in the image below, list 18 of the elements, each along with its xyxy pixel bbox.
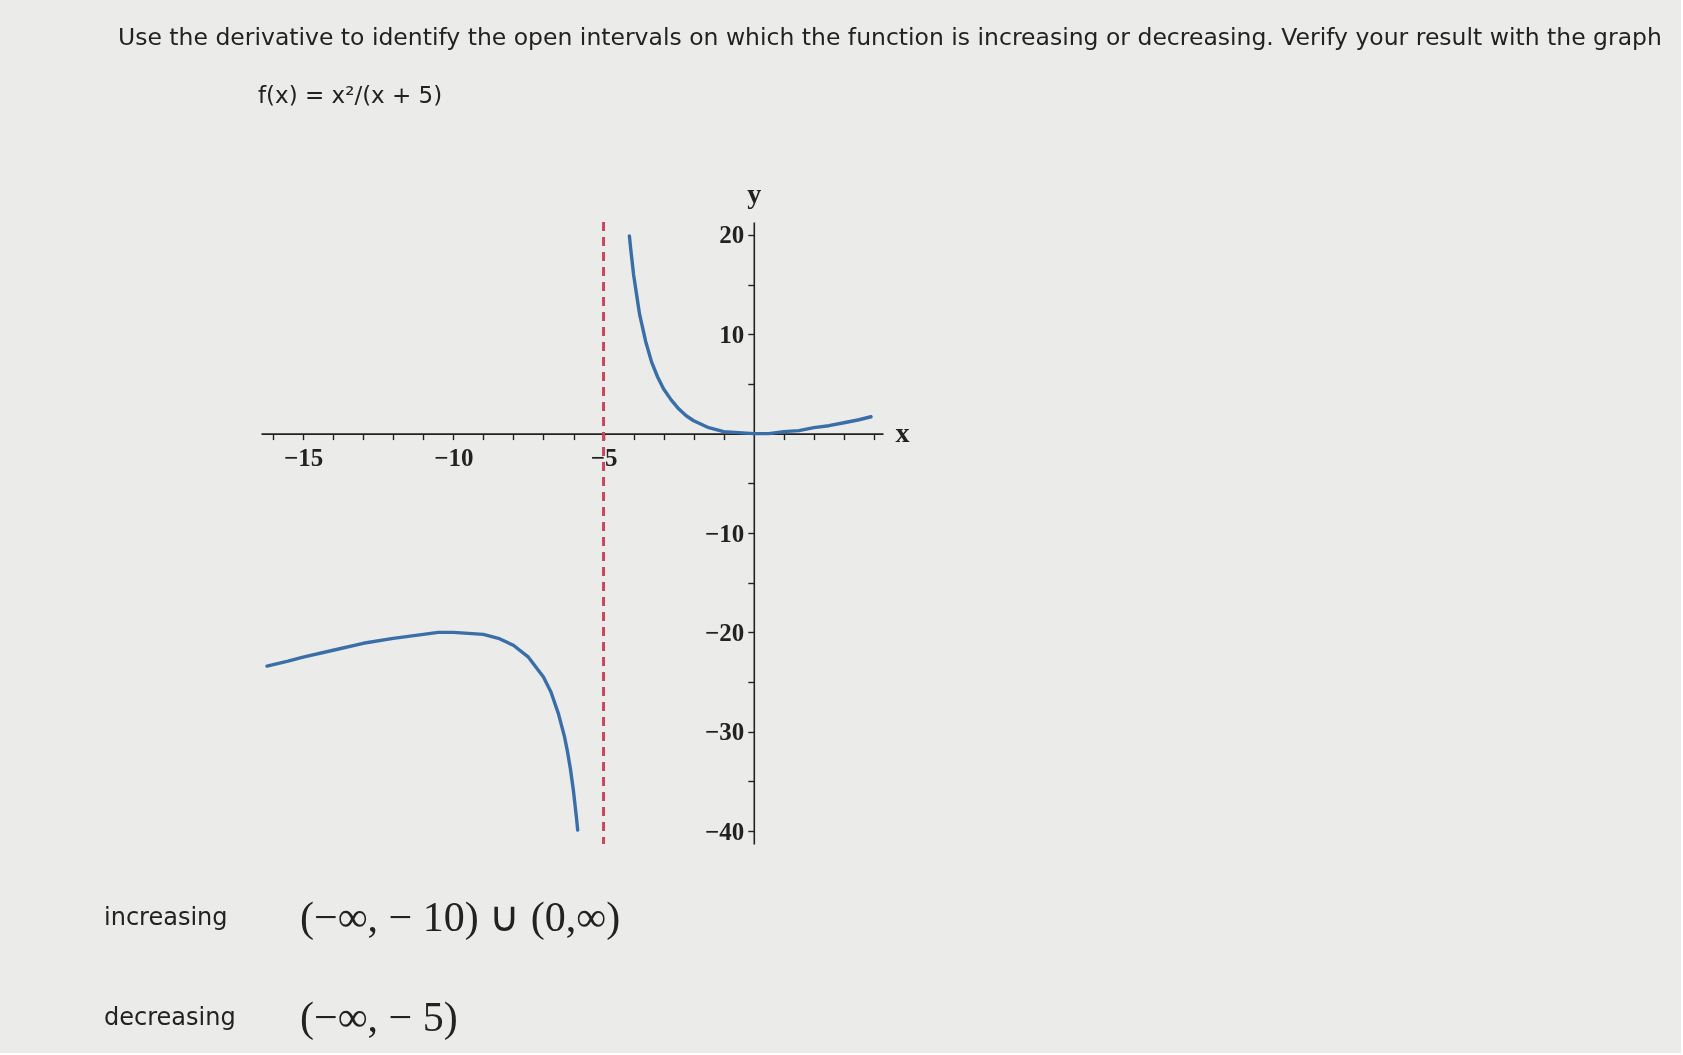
line-series xyxy=(265,630,580,832)
text: decreasing xyxy=(104,1003,236,1031)
y-tick-label: −10 xyxy=(705,519,745,547)
chart-title: Use the derivative to identify the open intervals on which the function is increasing or decreasing. Verify your result with the graph xyxy=(118,23,1662,51)
x-axis-title: x xyxy=(895,417,910,449)
y-tick-label: −20 xyxy=(705,618,745,646)
y-tick-label: −30 xyxy=(705,718,745,746)
text: (−∞, − 10) ∪ (0,∞) xyxy=(300,894,621,941)
y-tick-label: −40 xyxy=(705,817,745,845)
text: (−∞, − 5) xyxy=(300,994,458,1041)
y-tick-label: 10 xyxy=(719,320,745,348)
chart-subtitle: f(x) = x²/(x + 5) xyxy=(258,82,443,108)
y-axis-title: y xyxy=(747,177,762,209)
y-tick-label: 20 xyxy=(719,221,745,249)
x-tick-label: −5 xyxy=(590,444,618,472)
x-tick-label: −10 xyxy=(434,444,474,472)
x-tick-label: −15 xyxy=(283,444,324,472)
text: increasing xyxy=(104,903,228,931)
